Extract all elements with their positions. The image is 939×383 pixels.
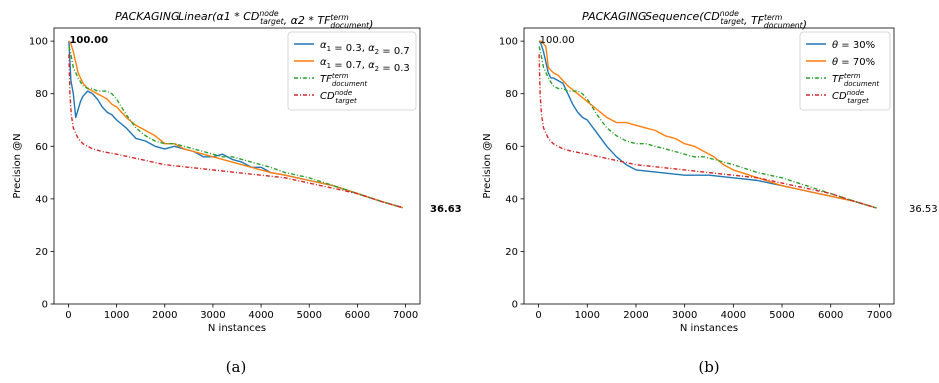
y-tick-label: 20 — [505, 247, 518, 258]
x-tick-label: 5000 — [297, 310, 322, 321]
legend: α1 = 0.3, α2 = 0.7α1 = 0.7, α2 = 0.3TFte… — [287, 31, 417, 111]
start-value-label: 100.00 — [69, 35, 108, 46]
x-tick-label: 4000 — [248, 310, 273, 321]
x-tick-label: 4000 — [721, 310, 746, 321]
x-tick-label: 1000 — [575, 310, 600, 321]
chart-panel-b: 0 1000 2000 3000 4000 5000 6000 7000 0 20 40 60 80 10… — [482, 9, 938, 334]
chart-title: PACKAGING — [582, 10, 647, 23]
caption-b: (b) — [698, 358, 719, 376]
chart-subtitle: Sequence(CDnode target, TFterm document) — [645, 9, 807, 31]
series-line-2 — [539, 40, 877, 209]
x-axis-label: N instances — [680, 323, 738, 334]
plot-frame — [523, 27, 895, 305]
y-tick-label: 40 — [505, 194, 518, 205]
legend-label: θ = 70% — [832, 57, 875, 68]
x-tick-label: 6000 — [818, 310, 843, 321]
x-tick-label: 0 — [535, 310, 541, 321]
y-axis-label: Precision @N — [12, 133, 23, 198]
x-tick-label: 6000 — [345, 310, 370, 321]
series-line-2 — [68, 40, 403, 209]
end-value-label: 36.63 — [430, 204, 462, 215]
legend-label: TFterm document — [832, 72, 879, 88]
y-tick-label: 60 — [35, 142, 48, 153]
x-axis-label: N instances — [208, 323, 266, 334]
legend-box — [799, 31, 891, 111]
legend-label: CDnode target — [832, 89, 869, 105]
y-tick-label: 80 — [35, 89, 48, 100]
x-tick-label: 0 — [65, 310, 71, 321]
y-tick-label: 60 — [505, 142, 518, 153]
x-tick-label: 2000 — [623, 310, 648, 321]
x-tick-label: 2000 — [152, 310, 177, 321]
series-line-1 — [538, 40, 877, 209]
y-tick-label: 0 — [42, 300, 48, 311]
x-tick-label: 7000 — [867, 310, 892, 321]
series-line-3 — [68, 46, 403, 209]
y-tick-label: 100 — [499, 37, 518, 48]
chart-subtitle: Linear(α1 * CDnode target, α2 * TFterm doc… — [178, 9, 373, 31]
y-tick-label: 80 — [505, 89, 518, 100]
legend-label: θ = 30% — [832, 40, 875, 51]
y-axis-label: Precision @N — [482, 133, 493, 198]
y-tick-label: 100 — [29, 37, 48, 48]
chart-title: PACKAGING — [115, 10, 180, 23]
legend-label: CDnode target — [320, 89, 357, 105]
x-tick-label: 3000 — [200, 310, 225, 321]
x-tick-label: 7000 — [393, 310, 418, 321]
y-tick-label: 40 — [35, 194, 48, 205]
series-line-4 — [538, 54, 877, 209]
start-value-label: 100.00 — [540, 35, 575, 46]
y-tick-label: 20 — [35, 247, 48, 258]
legend-label: α1 = 0.7, α2 = 0.3 — [320, 57, 410, 74]
plot-frame — [53, 27, 421, 305]
legend-box — [287, 31, 417, 111]
legend-label: α1 = 0.3, α2 = 0.7 — [320, 40, 410, 57]
caption-a: (a) — [226, 358, 247, 376]
y-tick-label: 0 — [512, 300, 518, 311]
chart-panel-a: 0 1000 2000 3000 4000 5000 6000 7000 0 20 40 60 80 10… — [12, 9, 462, 334]
legend-label: TFterm document — [320, 72, 367, 88]
end-value-label: 36.53 — [909, 204, 938, 215]
x-tick-label: 3000 — [672, 310, 697, 321]
x-tick-label: 1000 — [104, 310, 129, 321]
x-tick-label: 5000 — [769, 310, 794, 321]
